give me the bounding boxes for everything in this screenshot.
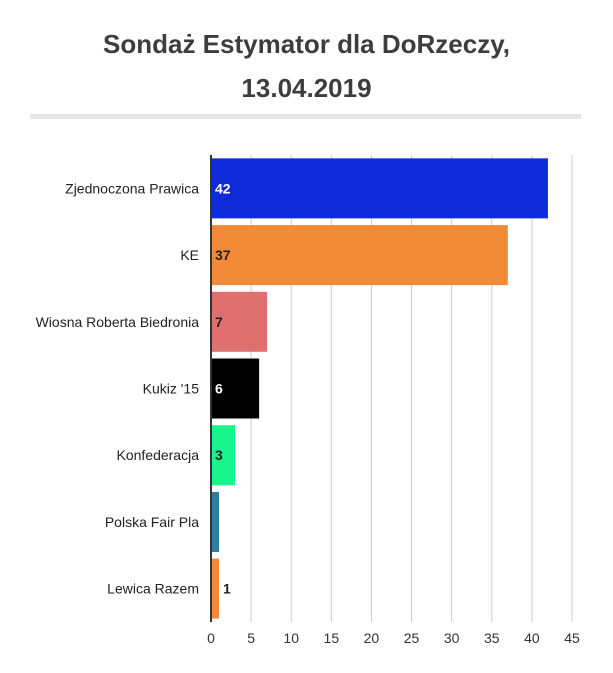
data-label: 6 [215,381,223,397]
data-label: 7 [215,314,223,330]
x-tick-label: 35 [484,630,500,646]
x-tick-label: 30 [444,630,460,646]
x-tick-label: 0 [207,630,215,646]
title-divider [30,114,581,119]
chart-subtitle: 13.04.2019 [241,73,372,103]
data-label: 42 [215,180,231,196]
data-label: 1 [223,514,231,530]
category-label: Kukiz '15 [143,381,200,397]
category-label: Zjednoczona Prawica [65,180,199,196]
bar [211,358,260,419]
x-tick-label: 20 [364,630,380,646]
category-label: Lewica Razem [107,581,199,597]
bar [211,225,508,286]
x-tick-label: 45 [564,630,580,646]
x-tick-label: 25 [404,630,420,646]
x-tick-label: 5 [247,630,255,646]
x-tick-label: 40 [524,630,540,646]
chart-title-line1: Sondaż Estymator dla DoRzeczy, [103,29,510,59]
chart-title: Sondaż Estymator dla DoRzeczy, 13.04.201… [0,22,613,110]
category-label: Polska Fair Pla [105,514,199,530]
category-label: KE [180,247,199,263]
category-label: Konfederacja [116,447,199,463]
bar [211,425,236,486]
x-tick-label: 10 [283,630,299,646]
data-label: 1 [223,581,231,597]
data-label: 3 [215,447,223,463]
bar [211,158,548,219]
data-label: 37 [215,247,231,263]
category-label: Wiosna Roberta Biedronia [36,314,200,330]
bar [211,491,220,552]
bar [211,291,268,352]
x-tick-label: 15 [324,630,340,646]
bar [211,558,220,619]
